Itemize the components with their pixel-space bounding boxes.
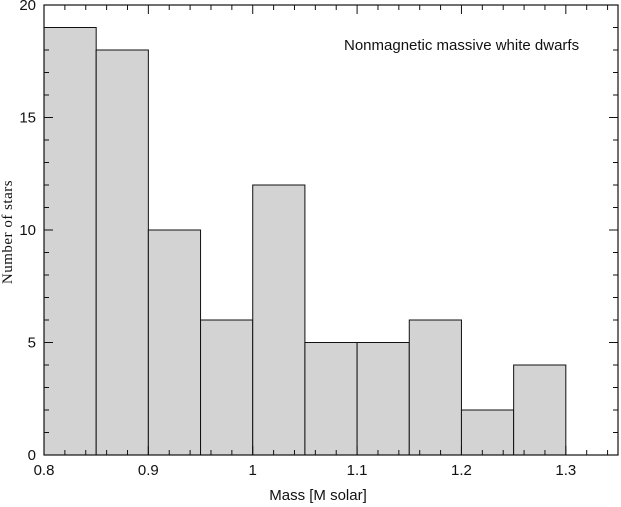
ticks-group [43,4,618,456]
chart-annotation: Nonmagnetic massive white dwarfs [344,37,579,54]
y-axis-label: Number of stars [0,180,16,284]
histogram-bar [95,49,149,456]
histogram-bar [304,342,358,456]
x-tick-label: 1 [249,462,257,479]
y-tick-label: 0 [28,447,36,464]
histogram-bar [147,229,202,456]
x-tick-label: 1.3 [555,462,576,479]
y-tick-label: 5 [28,335,36,352]
y-tick-label: 20 [19,0,36,14]
bars-group [43,27,567,456]
histogram-bar [200,319,254,456]
tick-labels-group: 0.8 0.9 1 1.1 1.2 1.3 0 5 10 15 20 [19,0,576,479]
x-tick-label: 0.8 [34,462,55,479]
x-tick-label: 1.2 [451,462,472,479]
histogram-bar [356,342,410,456]
histogram-bar [460,409,515,456]
x-tick-label: 0.9 [138,462,159,479]
x-tick-label: 1.1 [347,462,368,479]
x-axis-label: Mass [M solar] [269,487,367,504]
histogram-bar [252,184,306,456]
histogram-bar [513,364,567,456]
y-tick-label: 10 [19,222,36,239]
y-tick-label: 15 [19,110,36,127]
histogram-bar [43,27,97,456]
histogram-bar [408,319,462,456]
